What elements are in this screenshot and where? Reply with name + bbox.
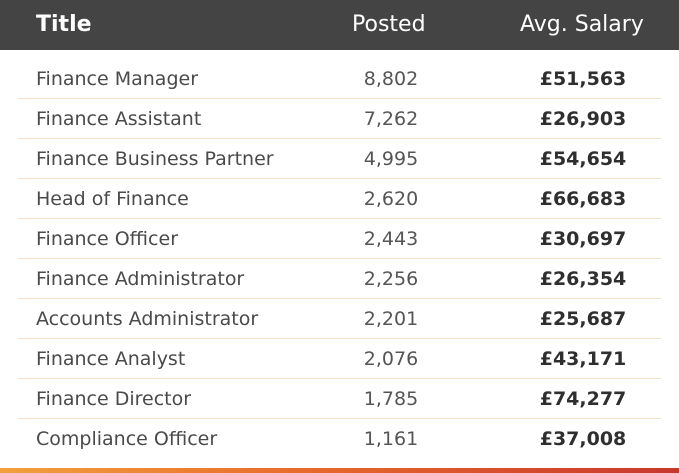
row-title: Finance Business Partner — [36, 148, 274, 170]
row-posted: 2,201 — [363, 308, 419, 330]
table-row: Finance Manager 8,802 £51,563 — [0, 59, 679, 99]
header-title: Title — [36, 12, 92, 37]
row-posted: 2,443 — [363, 228, 419, 250]
row-salary: £26,354 — [539, 268, 627, 290]
row-posted: 1,785 — [363, 388, 419, 410]
row-salary: £74,277 — [539, 388, 627, 410]
row-salary: £26,903 — [539, 108, 627, 130]
row-title: Finance Officer — [36, 228, 178, 250]
table-row: Finance Assistant 7,262 £26,903 — [0, 99, 679, 139]
row-title: Compliance Officer — [36, 428, 218, 450]
table-row: Finance Business Partner 4,995 £54,654 — [0, 139, 679, 179]
row-title: Finance Assistant — [36, 108, 202, 130]
header-posted: Posted — [352, 12, 426, 37]
table-row: Accounts Administrator 2,201 £25,687 — [0, 299, 679, 339]
row-title: Finance Analyst — [36, 348, 186, 370]
row-salary: £66,683 — [539, 188, 627, 210]
accent-bar — [0, 468, 679, 473]
table-row: Head of Finance 2,620 £66,683 — [0, 179, 679, 219]
row-posted: 7,262 — [363, 108, 419, 130]
row-posted: 2,256 — [363, 268, 419, 290]
table-header: Title Posted Avg. Salary — [0, 0, 679, 50]
row-salary: £37,008 — [539, 428, 627, 450]
row-title: Head of Finance — [36, 188, 189, 210]
row-posted: 8,802 — [363, 68, 419, 90]
row-posted: 1,161 — [363, 428, 419, 450]
row-title: Accounts Administrator — [36, 308, 259, 330]
header-avg-salary: Avg. Salary — [520, 12, 644, 37]
table-row: Finance Administrator 2,256 £26,354 — [0, 259, 679, 299]
table-row: Finance Analyst 2,076 £43,171 — [0, 339, 679, 379]
row-salary: £30,697 — [539, 228, 627, 250]
table-body: Finance Manager 8,802 £51,563 Finance As… — [0, 59, 679, 459]
row-title: Finance Manager — [36, 68, 199, 90]
row-posted: 2,620 — [363, 188, 419, 210]
row-posted: 2,076 — [363, 348, 419, 370]
row-posted: 4,995 — [363, 148, 419, 170]
table-row: Finance Director 1,785 £74,277 — [0, 379, 679, 419]
table-row: Finance Officer 2,443 £30,697 — [0, 219, 679, 259]
row-salary: £51,563 — [539, 68, 627, 90]
row-title: Finance Administrator — [36, 268, 245, 290]
row-salary: £25,687 — [539, 308, 627, 330]
row-title: Finance Director — [36, 388, 192, 410]
row-salary: £54,654 — [539, 148, 627, 170]
table-row: Compliance Officer 1,161 £37,008 — [0, 419, 679, 459]
row-salary: £43,171 — [539, 348, 627, 370]
